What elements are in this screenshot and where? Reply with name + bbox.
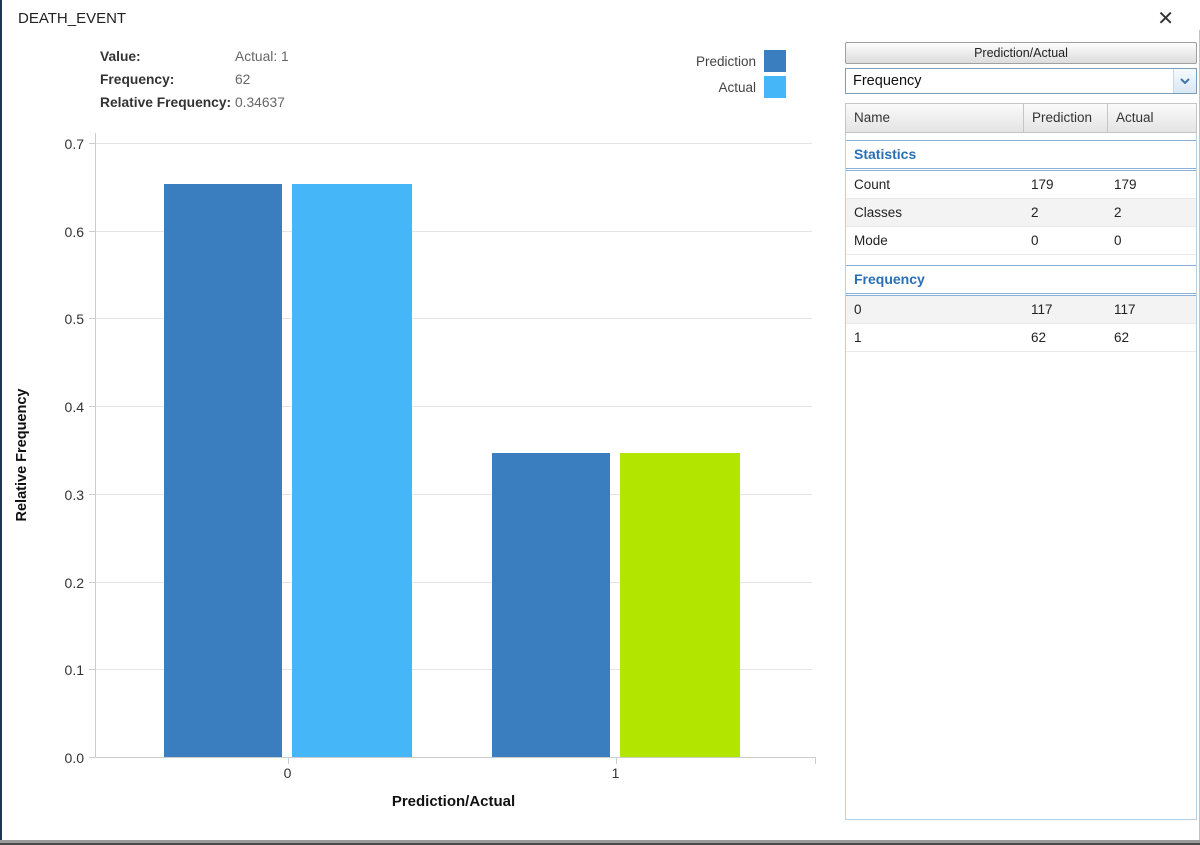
x-axis-line <box>95 757 816 758</box>
table-row[interactable]: 0 117 117 <box>846 295 1196 324</box>
metric-dropdown-value: Frequency <box>853 73 922 89</box>
y-tick-label: 0.3 <box>64 486 84 503</box>
gridline <box>95 581 812 583</box>
section-header-statistics: Statistics <box>846 140 1196 169</box>
y-tick-mark <box>89 669 95 671</box>
hover-info-block: Value: Actual: 1 Frequency: 62 Relative Freq… <box>100 45 289 114</box>
hover-info-label: Relative Frequency: <box>100 95 232 110</box>
hover-info-value: Actual: 1 <box>235 49 289 64</box>
row-name: Mode <box>854 233 888 248</box>
table-row[interactable]: Mode 0 0 <box>846 227 1196 255</box>
y-tick-label: 0.0 <box>64 750 84 766</box>
close-icon[interactable]: ✕ <box>1157 8 1174 30</box>
gridline <box>95 318 812 320</box>
y-tick-mark <box>89 493 95 495</box>
row-prediction-value: 2 <box>1031 205 1039 220</box>
hover-info-row: Frequency: 62 <box>100 68 289 91</box>
column-header-actual[interactable]: Actual <box>1107 103 1197 133</box>
table-row[interactable]: Classes 2 2 <box>846 199 1196 227</box>
bar-prediction-0[interactable] <box>163 183 282 757</box>
gridline <box>95 493 812 495</box>
row-actual-value: 179 <box>1114 177 1137 192</box>
y-tick-label: 0.1 <box>64 662 84 679</box>
legend-item: Actual <box>600 76 786 98</box>
y-tick-mark <box>89 581 95 583</box>
legend-label: Prediction <box>695 53 756 69</box>
row-actual-value: 117 <box>1114 302 1136 317</box>
window-title: DEATH_EVENT <box>18 10 127 27</box>
x-tick-label: 1 <box>611 765 620 781</box>
y-tick-label: 0.2 <box>64 574 84 591</box>
window-frame-bottom <box>0 840 1200 843</box>
hover-info-value: 0.34637 <box>235 95 285 110</box>
legend-swatch <box>764 76 786 98</box>
x-axis-title: Prediction/Actual <box>391 793 516 810</box>
row-name: Classes <box>854 205 903 220</box>
hover-info-label: Value: <box>100 49 141 64</box>
row-name: 0 <box>854 302 862 317</box>
row-actual-value: 62 <box>1114 330 1130 345</box>
table-row[interactable]: 1 62 62 <box>846 324 1196 352</box>
legend-label: Actual <box>718 79 756 95</box>
y-tick-mark <box>89 757 95 758</box>
legend-item: Prediction <box>600 50 786 72</box>
bar-actual-1[interactable] <box>619 453 740 757</box>
table-row[interactable]: Count 179 179 <box>846 170 1196 199</box>
row-name: 1 <box>854 330 862 345</box>
y-tick-label: 0.4 <box>64 399 84 416</box>
y-tick-mark <box>89 318 95 320</box>
y-tick-label: 0.6 <box>64 223 84 240</box>
panel-header-button[interactable]: Prediction/Actual <box>845 42 1197 64</box>
gridline <box>95 230 812 232</box>
row-actual-value: 2 <box>1114 205 1122 220</box>
window-frame-bottom-edge <box>0 843 1200 845</box>
metric-dropdown[interactable]: Frequency <box>845 68 1197 94</box>
y-tick-label: 0.7 <box>64 136 84 152</box>
bar-prediction-1[interactable] <box>491 453 610 757</box>
gridline <box>95 143 812 144</box>
y-tick-mark <box>89 143 95 144</box>
hover-info-value: 62 <box>235 72 251 87</box>
bar-chart: Relative Frequency Prediction/Actual 0.0… <box>14 133 816 810</box>
x-tick-mark <box>287 757 289 764</box>
x-tick-mark <box>615 757 617 764</box>
row-name: Count <box>854 177 891 192</box>
row-prediction-value: 117 <box>1031 302 1053 317</box>
row-actual-value: 0 <box>1114 233 1122 248</box>
x-tick-mark <box>815 757 816 764</box>
y-tick-mark <box>89 230 95 232</box>
gridline <box>95 669 812 671</box>
section-header-frequency: Frequency <box>846 265 1196 294</box>
window-frame-left <box>0 0 2 845</box>
y-tick-label: 0.5 <box>64 311 84 328</box>
hover-info-row: Value: Actual: 1 <box>100 45 289 68</box>
gridline <box>95 406 812 408</box>
row-prediction-value: 0 <box>1031 233 1039 248</box>
hover-info-label: Frequency: <box>100 72 175 87</box>
column-header-prediction[interactable]: Prediction <box>1023 103 1107 133</box>
row-prediction-value: 62 <box>1031 330 1047 345</box>
stats-table-body: Statistics Count 179 179 Classes 2 2 Mode 0 0 Freq… <box>845 133 1197 820</box>
stats-table-header: Name Prediction Actual <box>845 103 1197 133</box>
y-axis-line <box>95 133 96 758</box>
y-axis-title: Relative Frequency <box>14 388 30 522</box>
column-header-name[interactable]: Name <box>845 103 1023 133</box>
x-tick-label: 0 <box>283 765 292 781</box>
chart-legend: Prediction Actual <box>600 50 786 102</box>
legend-swatch <box>764 50 786 72</box>
bar-actual-0[interactable] <box>291 183 412 757</box>
chevron-down-icon[interactable] <box>1173 69 1196 93</box>
row-prediction-value: 179 <box>1031 177 1054 192</box>
hover-info-row: Relative Frequency: 0.34637 <box>100 91 289 114</box>
y-tick-mark <box>89 406 95 408</box>
